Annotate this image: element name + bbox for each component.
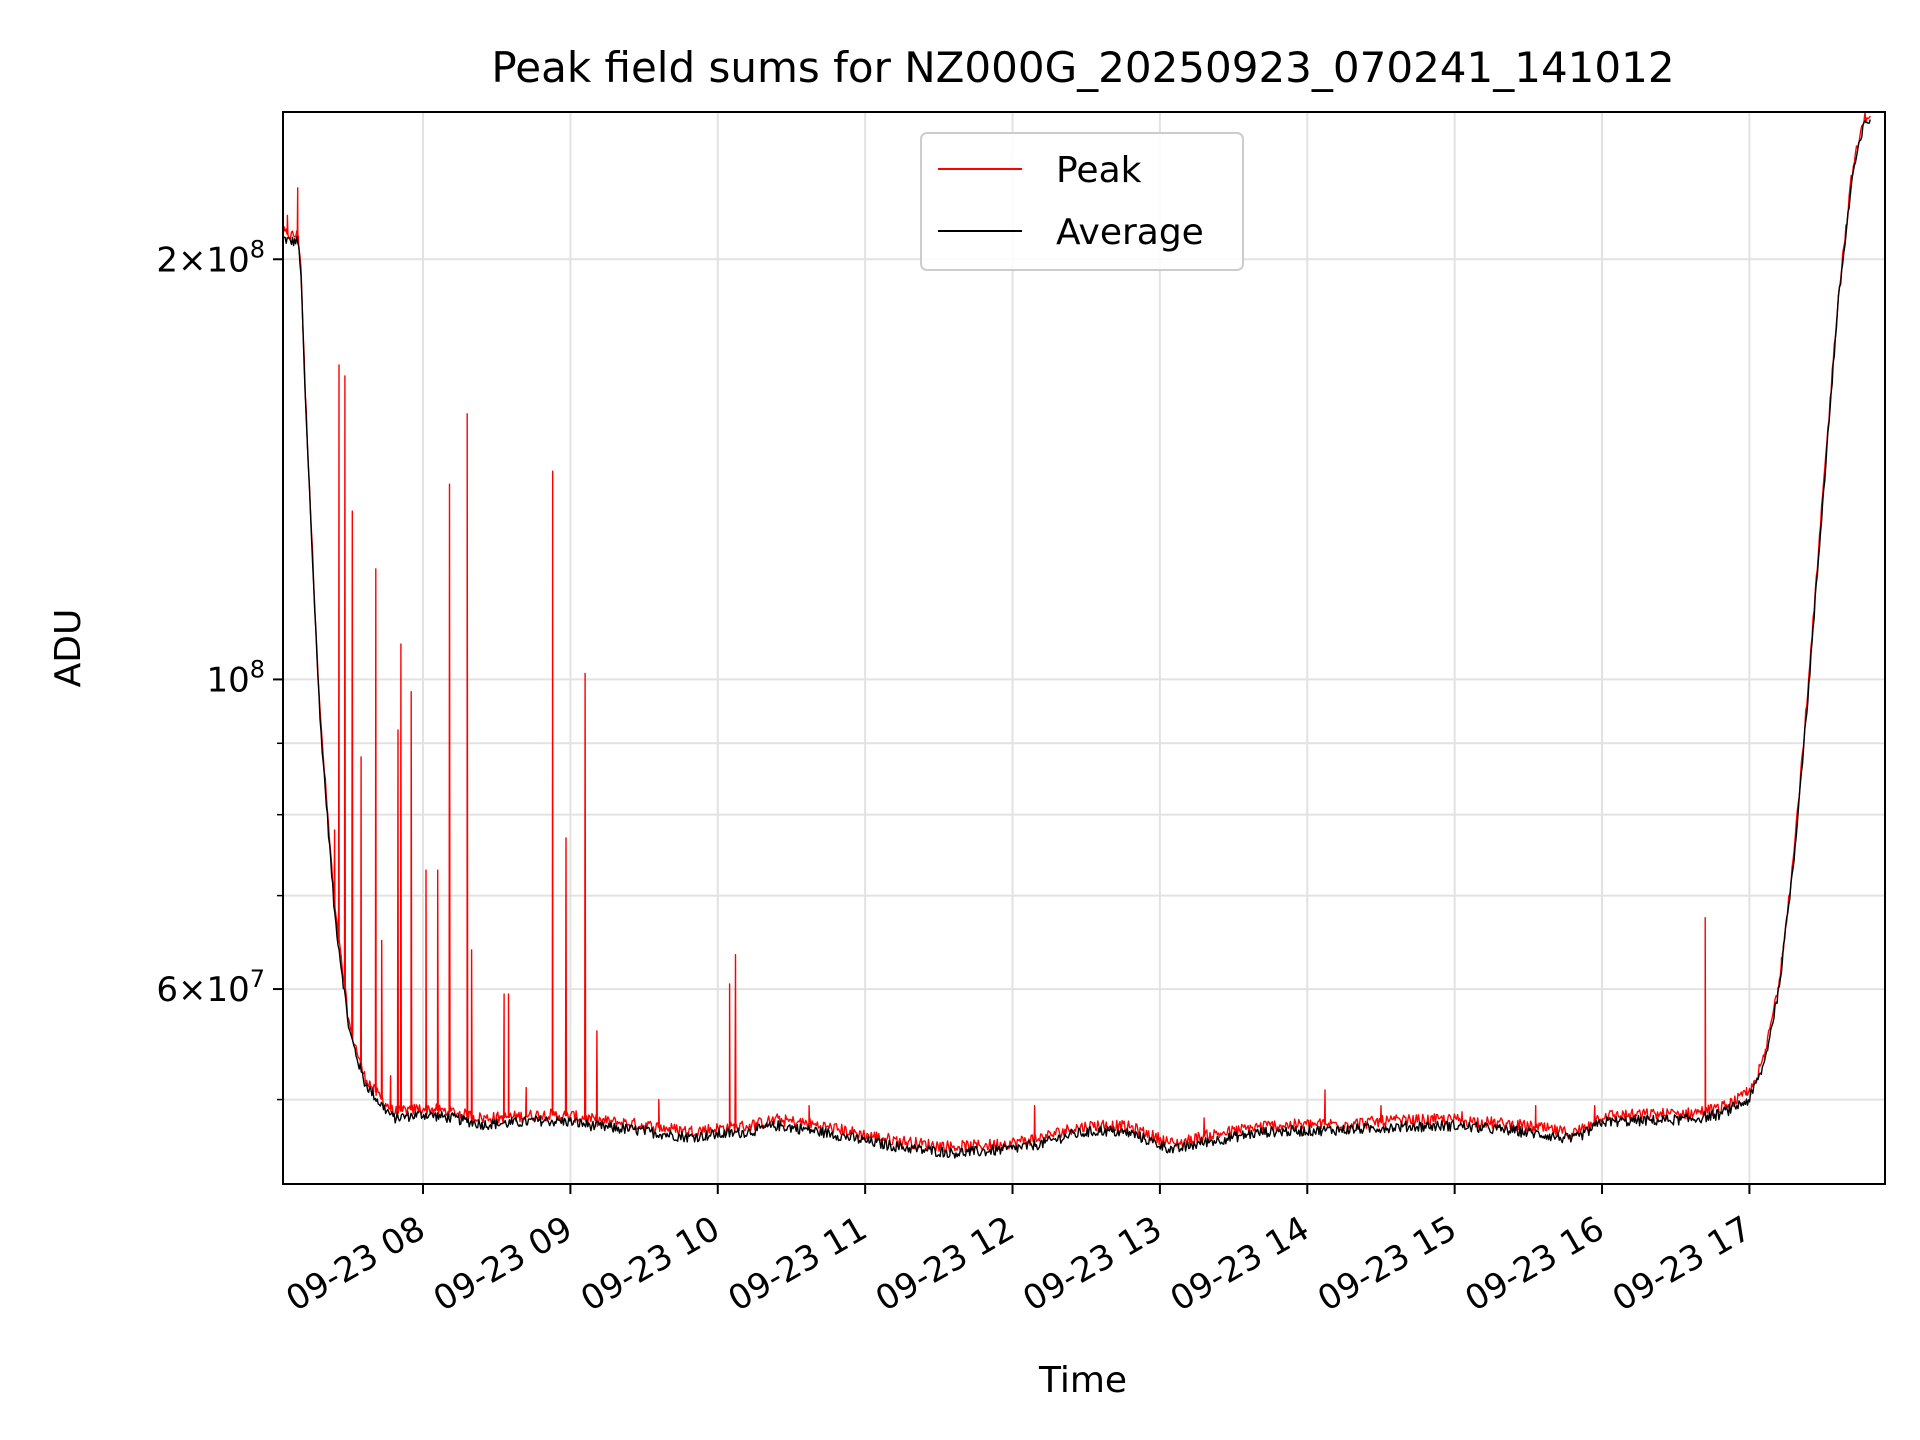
plot-area (283, 112, 1885, 1184)
y-tick-label: 2×108 (156, 235, 265, 280)
series-layer (282, 111, 1871, 1159)
x-axis-label: Time (1038, 1360, 1127, 1401)
y-tick-label: 6×107 (156, 965, 265, 1010)
legend-box (920, 132, 1244, 271)
y-axis-label: ADU (48, 609, 89, 688)
chart-title: Peak field sums for NZ000G_20250923_0702… (491, 43, 1674, 92)
average-series-line (282, 119, 1871, 1159)
legend-peak-label: Peak (1056, 150, 1142, 191)
y-axis: 2×108 108 6×107 (156, 235, 283, 1101)
legend[interactable]: Peak Average (920, 132, 1244, 271)
y-tick-label: 108 (206, 655, 265, 700)
plot-frame (282, 111, 1886, 1185)
legend-average-label: Average (1056, 212, 1204, 253)
